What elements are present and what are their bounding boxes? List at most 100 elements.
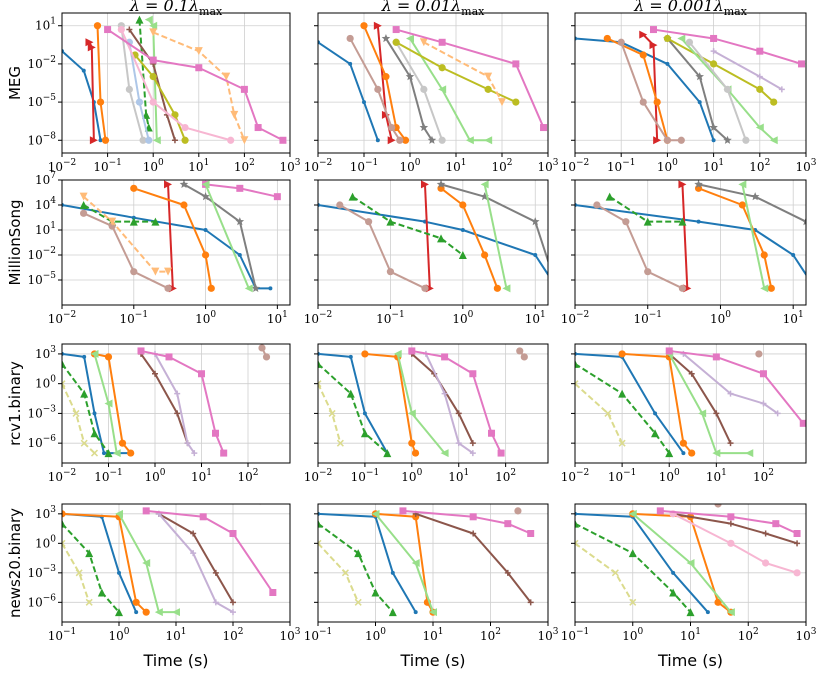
series-marker-s5 [653,136,662,145]
series-marker-s4 [371,509,380,518]
series-line-s0 [575,204,806,277]
series-line-s1 [622,352,693,454]
series-marker-s3 [643,217,652,226]
series-marker-s9 [392,26,400,34]
series-marker-s14 [75,569,83,577]
series-marker-s1 [493,284,501,292]
x-tick-label: 100 [622,627,643,643]
series-marker-s7 [469,440,476,447]
series-marker-s7 [527,599,534,606]
series-marker-s1 [101,136,110,144]
series-marker-s1 [96,98,105,106]
x-tick-label: 100 [401,468,422,484]
series-marker-s3 [605,192,614,201]
series-marker-s4 [90,349,99,358]
series-marker-s0 [711,138,716,143]
series-line-s9 [140,349,225,454]
series-marker-s3 [115,608,123,617]
series-line-s4 [118,513,176,614]
series-line-s1 [440,187,499,289]
series-marker-s3 [62,519,66,528]
series-marker-s9 [488,429,496,437]
series-group [62,15,287,145]
series-marker-s8 [374,85,382,93]
series-marker-s16 [774,410,781,417]
series-marker-s11 [235,217,245,226]
x-tick-label: 10−1 [633,310,662,326]
series-marker-s0 [348,354,353,359]
series-line-s2 [423,41,503,103]
series-line-s7 [668,353,732,444]
series-group [318,21,548,145]
series-marker-s4 [745,449,754,458]
series-marker-s1 [760,251,768,259]
series-marker-s3 [575,519,579,528]
series-marker-s1 [118,439,127,447]
series-marker-s1 [738,201,746,209]
series-marker-s8 [388,123,396,132]
series-group [575,26,806,145]
series-marker-s4 [726,608,735,617]
series-marker-s4 [142,559,151,567]
series-group [318,180,548,293]
panel-rcv1.binary-col3: 10−2 10−1 100 101 102 [561,343,807,484]
series-marker-s9 [656,507,664,515]
series-marker-s9 [198,370,206,378]
x-tick-label: 10−1 [608,468,637,484]
series-line-s12 [395,41,444,141]
series-marker-s5 [420,180,429,189]
series-marker-s7 [455,410,462,417]
series-line-s9 [669,349,805,424]
x-tick-label: 100 [710,310,731,326]
series-marker-s9 [236,184,244,192]
series-marker-s3 [458,251,467,259]
x-tick-label: 102 [234,158,255,174]
series-marker-s1 [361,350,369,358]
series-line-s14 [62,542,91,603]
axes-frame [317,179,549,306]
series-marker-s8 [365,218,373,226]
series-marker-s0 [813,286,817,290]
series-marker-s0 [681,451,686,456]
series-marker-s1 [408,439,416,447]
series-group [575,347,806,458]
axes-frame [574,12,807,154]
series-marker-s13 [149,73,157,81]
series-marker-s0 [237,253,242,257]
series-line-s11 [385,37,433,141]
series-marker-s3 [686,608,695,617]
x-tick-label: 102 [738,627,759,643]
x-tick-label: 100 [365,627,386,643]
y-tick-label: 100 [35,534,56,550]
series-marker-s0 [92,411,97,416]
panel-MEG-col3: 10−2 10−1 100 101 102 103 [561,12,817,174]
y-tick-label: 103 [35,505,56,521]
series-marker-s1 [360,22,368,30]
series-marker-s4 [698,409,707,418]
panel-MEG-col2: 10−2 10−1 100 101 102 103 [304,12,559,174]
series-marker-s13 [392,38,400,46]
series-marker-s9 [229,530,237,537]
series-marker-s1 [411,449,420,457]
series-marker-s3 [90,429,99,438]
x-tick-label: 10−2 [304,468,333,484]
series-marker-s13 [770,98,778,106]
series-line-s10 [672,512,798,574]
series-marker-s11 [251,283,261,292]
series-line-s4 [409,37,489,142]
series-line-s14 [62,383,96,454]
series-marker-s9 [273,193,281,201]
series-marker-s16 [212,599,219,606]
series-marker-s3 [354,549,363,558]
series-line-s5 [642,33,659,141]
series-marker-s11 [811,284,820,292]
series-marker-s11 [750,192,760,201]
series-marker-s5 [381,110,390,119]
series-marker-s10 [727,539,735,547]
series-marker-s1 [639,51,647,59]
series-marker-s16 [191,450,198,457]
series-line-s0 [575,512,709,613]
axes-frame [317,343,549,464]
series-marker-s9 [254,124,262,132]
x-tick-label: 10−1 [94,468,123,484]
